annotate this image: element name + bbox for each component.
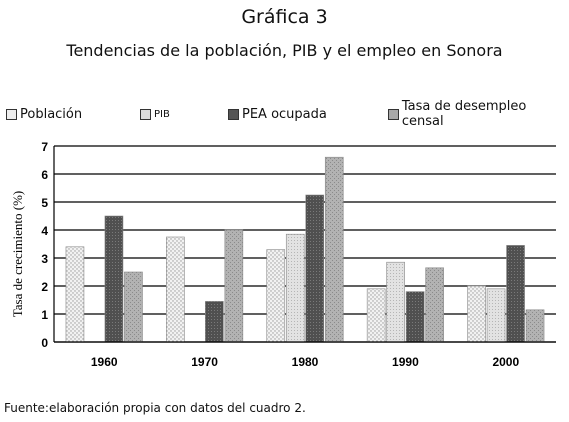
y-tick-label: 7 [41, 140, 48, 154]
y-tick-label: 0 [41, 336, 48, 350]
legend-swatch-poblacion [6, 108, 17, 120]
y-tick-label: 2 [41, 280, 48, 294]
bar-pea-ocupada-1990 [405, 291, 425, 343]
y-tick-label: 4 [41, 224, 48, 238]
y-axis-label: Tasa de crecimiento (%) [10, 191, 25, 318]
bar-tasa-de-desempleo-censal-1990 [425, 267, 444, 343]
legend-item-pib: PIB [140, 104, 170, 124]
bar-pea-ocupada-1970 [205, 301, 224, 343]
bar-poblaci-n-1990 [366, 288, 386, 343]
bar-pea-ocupada-1960 [104, 215, 124, 343]
legend-swatch-pea [228, 108, 239, 120]
bar-pea-ocupada-2000 [506, 245, 525, 343]
chart-subtitle: Tendencias de la población, PIB y el emp… [66, 41, 503, 60]
y-tick-label: 1 [41, 308, 48, 322]
legend-label-poblacion: Población [20, 106, 83, 122]
y-tick-label: 5 [41, 196, 48, 210]
bar-tasa-de-desempleo-censal-1980 [324, 156, 344, 343]
bar-poblaci-n-1970 [166, 236, 185, 343]
bar-tasa-de-desempleo-censal-2000 [525, 309, 545, 343]
legend-label-pea: PEA ocupada [242, 106, 327, 122]
x-tick-label: 1970 [191, 355, 218, 369]
legend-item-poblacion: Población [6, 104, 82, 124]
x-tick-label: 1990 [392, 355, 419, 369]
bar-poblaci-n-1960 [65, 246, 85, 343]
bar-pea-ocupada-1980 [305, 194, 325, 343]
bar-pib-2000 [486, 288, 506, 343]
legend-swatch-pib [140, 108, 151, 120]
legend-label-desempleo: Tasa de desempleo censal [401, 99, 527, 129]
bar-pib-1990 [386, 261, 405, 343]
y-tick-label: 3 [41, 252, 48, 266]
x-tick-label: 1980 [292, 355, 319, 369]
bar-poblaci-n-1980 [266, 249, 286, 343]
x-tick-label: 2000 [492, 355, 519, 369]
bar-pib-1980 [285, 233, 305, 343]
bar-tasa-de-desempleo-censal-1960 [124, 271, 143, 343]
chart-title: Gráfica 3 [241, 6, 328, 28]
legend-item-desempleo: Tasa de desempleo censal [388, 99, 569, 129]
legend-label-pib: PIB [154, 108, 170, 120]
bar-tasa-de-desempleo-censal-1970 [224, 229, 244, 343]
legend-item-pea: PEA ocupada [228, 104, 327, 124]
legend-swatch-desempleo [388, 108, 399, 120]
y-tick-label: 6 [41, 168, 48, 182]
source-note: Fuente:elaboración propia con datos del … [4, 401, 306, 415]
x-tick-label: 1960 [91, 355, 118, 369]
bar-poblaci-n-2000 [467, 285, 486, 343]
